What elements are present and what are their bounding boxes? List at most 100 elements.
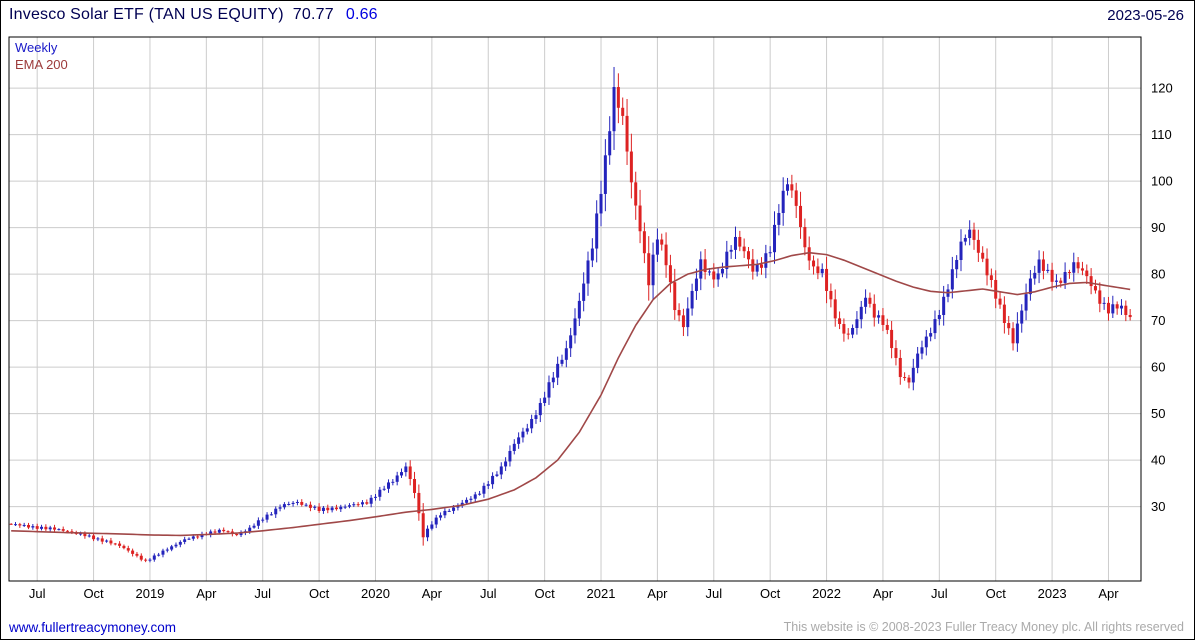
candle-body bbox=[976, 239, 980, 253]
candle-body bbox=[126, 548, 130, 551]
candle-body bbox=[70, 531, 74, 533]
candle-body bbox=[226, 531, 230, 533]
candle-body bbox=[40, 526, 44, 529]
candle-body bbox=[222, 529, 226, 532]
candle-body bbox=[456, 505, 460, 508]
candle-body bbox=[9, 523, 13, 525]
candle-body bbox=[460, 502, 464, 506]
candle-body bbox=[911, 367, 915, 383]
candle-body bbox=[838, 318, 842, 325]
candle-body bbox=[543, 397, 547, 403]
candle-body bbox=[22, 524, 26, 526]
candle-body bbox=[851, 328, 855, 335]
y-axis-labels: 30 40 50 60 70 80 90 100 110 120 bbox=[1151, 81, 1173, 514]
candle-body bbox=[1020, 310, 1024, 324]
candle-body bbox=[686, 308, 690, 328]
candle-body bbox=[655, 239, 659, 255]
candle-body bbox=[595, 213, 599, 249]
y-tick-label: 110 bbox=[1151, 127, 1172, 142]
x-tick-label: 2020 bbox=[361, 586, 390, 601]
candle-body bbox=[157, 554, 161, 556]
candle-body bbox=[356, 504, 360, 506]
candle-body bbox=[777, 213, 781, 225]
candle-body bbox=[256, 520, 260, 526]
candle-body bbox=[170, 546, 174, 550]
candle-body bbox=[434, 517, 438, 525]
candle-body bbox=[53, 527, 57, 530]
site-link[interactable]: www.fullertreacymoney.com bbox=[9, 620, 177, 635]
candle-body bbox=[35, 526, 39, 529]
x-tick-label: Oct bbox=[309, 586, 330, 601]
candle-body bbox=[66, 530, 70, 532]
candle-body bbox=[829, 290, 833, 300]
candle-body bbox=[44, 526, 48, 530]
candle-body bbox=[347, 505, 351, 507]
candle-body bbox=[799, 205, 803, 228]
legend-ema-label: EMA 200 bbox=[15, 57, 68, 72]
candle-body bbox=[265, 514, 269, 520]
candle-body bbox=[118, 543, 122, 546]
candle-body bbox=[378, 489, 382, 497]
candle-body bbox=[278, 507, 282, 509]
x-tick-label: Jul bbox=[705, 586, 722, 601]
candle-body bbox=[746, 251, 750, 260]
candle-body bbox=[673, 282, 677, 311]
y-tick-label: 120 bbox=[1151, 81, 1173, 96]
candle-body bbox=[291, 502, 295, 504]
candle-body bbox=[209, 531, 213, 535]
candle-body bbox=[31, 526, 35, 528]
candle-body bbox=[907, 377, 911, 383]
candle-body bbox=[178, 541, 182, 545]
candle-body bbox=[560, 359, 564, 364]
chart-header: Invesco Solar ETF (TAN US EQUITY) 70.77 0.… bbox=[9, 6, 378, 24]
candle-body bbox=[330, 507, 334, 511]
chart-date: 2023-05-26 bbox=[1107, 7, 1184, 24]
candle-body bbox=[252, 525, 256, 528]
candle-body bbox=[694, 278, 698, 291]
candle-body bbox=[48, 527, 52, 530]
candle-body bbox=[985, 258, 989, 276]
candle-body bbox=[439, 515, 443, 518]
candle-body bbox=[1067, 272, 1071, 274]
candle-body bbox=[534, 415, 538, 419]
candle-body bbox=[677, 310, 681, 316]
candle-body bbox=[716, 273, 720, 280]
candle-body bbox=[577, 300, 581, 319]
candle-body bbox=[603, 155, 607, 194]
candle-body bbox=[478, 493, 482, 495]
candle-body bbox=[1124, 305, 1128, 315]
chart-legend: Weekly EMA 200 bbox=[15, 39, 68, 73]
candle-body bbox=[1033, 272, 1037, 279]
candle-body bbox=[96, 538, 100, 540]
candle-body bbox=[1063, 272, 1067, 283]
candle-body bbox=[57, 529, 61, 531]
candle-body bbox=[499, 466, 503, 475]
gridlines bbox=[9, 37, 1141, 581]
candle-body bbox=[629, 151, 633, 183]
candle-body bbox=[1054, 280, 1058, 282]
candle-body bbox=[842, 324, 846, 334]
candle-body bbox=[725, 251, 729, 269]
candle-body bbox=[859, 306, 863, 320]
candle-body bbox=[612, 87, 616, 132]
x-tick-label: Jul bbox=[480, 586, 497, 601]
candle-body bbox=[239, 532, 243, 536]
price-change: 0.66 bbox=[345, 6, 378, 23]
candle-body bbox=[465, 499, 469, 503]
candle-body bbox=[135, 553, 139, 556]
candle-body bbox=[1011, 328, 1015, 344]
candle-body bbox=[148, 559, 152, 561]
candle-body bbox=[825, 268, 829, 291]
candle-body bbox=[334, 507, 338, 510]
candle-body bbox=[161, 550, 165, 555]
candle-body bbox=[213, 531, 217, 533]
y-tick-label: 60 bbox=[1151, 360, 1165, 375]
candle-body bbox=[877, 315, 881, 318]
candle-body bbox=[61, 529, 65, 531]
y-tick-label: 70 bbox=[1151, 313, 1165, 328]
candle-body bbox=[191, 536, 195, 539]
candle-body bbox=[304, 504, 308, 506]
candle-body bbox=[521, 431, 525, 438]
candle-body bbox=[1059, 280, 1063, 283]
x-tick-label: Apr bbox=[873, 586, 894, 601]
